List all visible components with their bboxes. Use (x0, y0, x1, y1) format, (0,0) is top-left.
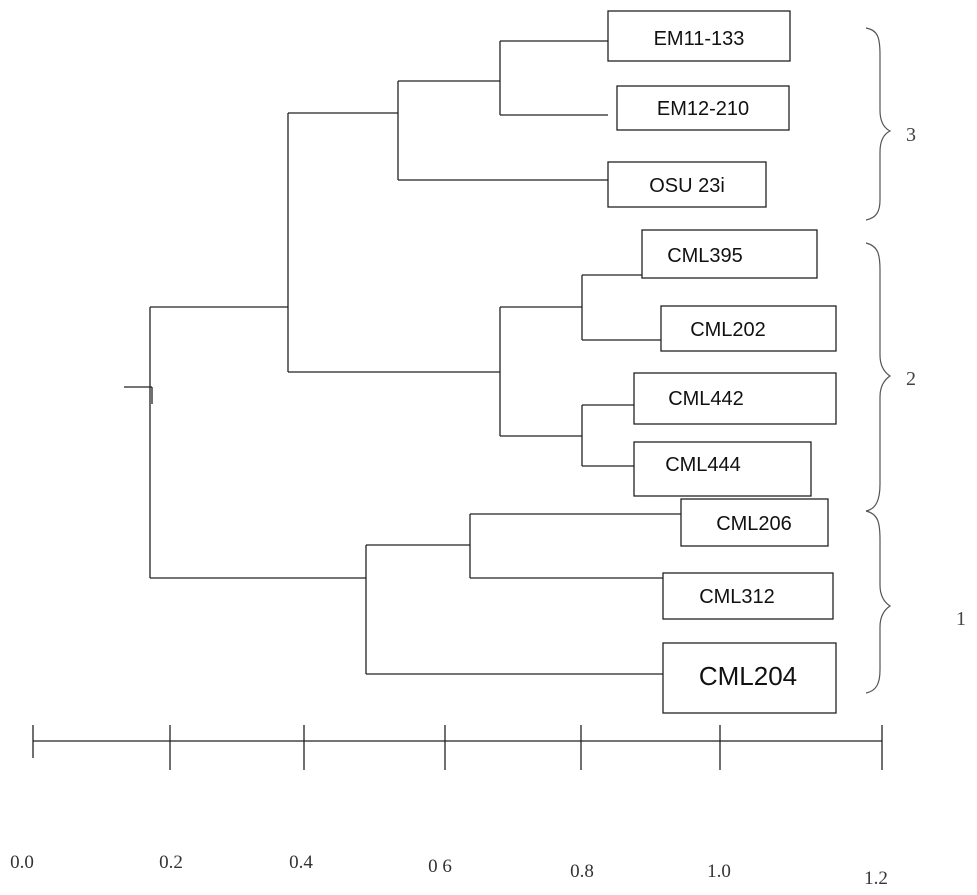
leaf-box-em11-133 (607, 10, 791, 62)
leaf-box-em12-210 (616, 85, 790, 131)
leaf-cml202: CML202 (690, 319, 766, 341)
leaf-box-cml206 (680, 498, 829, 547)
axis-tick-label-1: 0.2 (159, 852, 183, 873)
leaf-box-osu23i (607, 161, 767, 208)
leaf-cml206: CML206 (716, 513, 792, 535)
cluster-label-2: 2 (906, 368, 916, 390)
leaf-em11-133: EM11-133 (654, 28, 745, 50)
leaf-cml204: CML204 (699, 661, 797, 691)
cluster-label-3: 3 (906, 124, 916, 146)
axis-tick-labels: 0.0 0.2 0.4 0 6 0.8 1.0 1.2 (10, 852, 888, 889)
leaf-cml442: CML442 (668, 388, 744, 410)
scale-axis (32, 725, 883, 770)
leaf-box-cml442 (633, 372, 837, 425)
brace-cluster-1 (865, 510, 892, 694)
leaf-osu23i: OSU 23i (649, 175, 725, 197)
axis-tick-label-5: 1.0 (707, 861, 731, 882)
leaf-box-cml204 (662, 642, 837, 714)
brace-cluster-2 (865, 242, 892, 512)
leaf-box-cml444 (633, 441, 812, 497)
cluster-labels: 3 2 1 (906, 124, 966, 630)
cluster-braces (865, 27, 892, 694)
leaf-label-texts: EM11-133 EM12-210 OSU 23i CML395 CML202 … (649, 28, 797, 691)
leaf-box-cml312 (662, 572, 834, 620)
brace-cluster-3 (865, 27, 892, 221)
cluster-label-1: 1 (956, 608, 966, 630)
leaf-cml444: CML444 (665, 454, 741, 476)
leaf-cml395: CML395 (667, 245, 743, 267)
axis-tick-label-3: 0 6 (428, 856, 452, 877)
leaf-em12-210: EM12-210 (657, 98, 749, 120)
leaf-box-cml202 (660, 305, 837, 352)
axis-tick-label-6: 1.2 (864, 868, 888, 889)
axis-tick-label-4: 0.8 (570, 861, 594, 882)
leaf-cml312: CML312 (699, 586, 775, 608)
leaf-labels (607, 10, 837, 714)
axis-tick-label-0: 0.0 (10, 852, 34, 873)
leaf-box-cml395 (641, 229, 818, 279)
tree-branches (124, 40, 681, 675)
axis-tick-label-2: 0.4 (289, 852, 313, 873)
